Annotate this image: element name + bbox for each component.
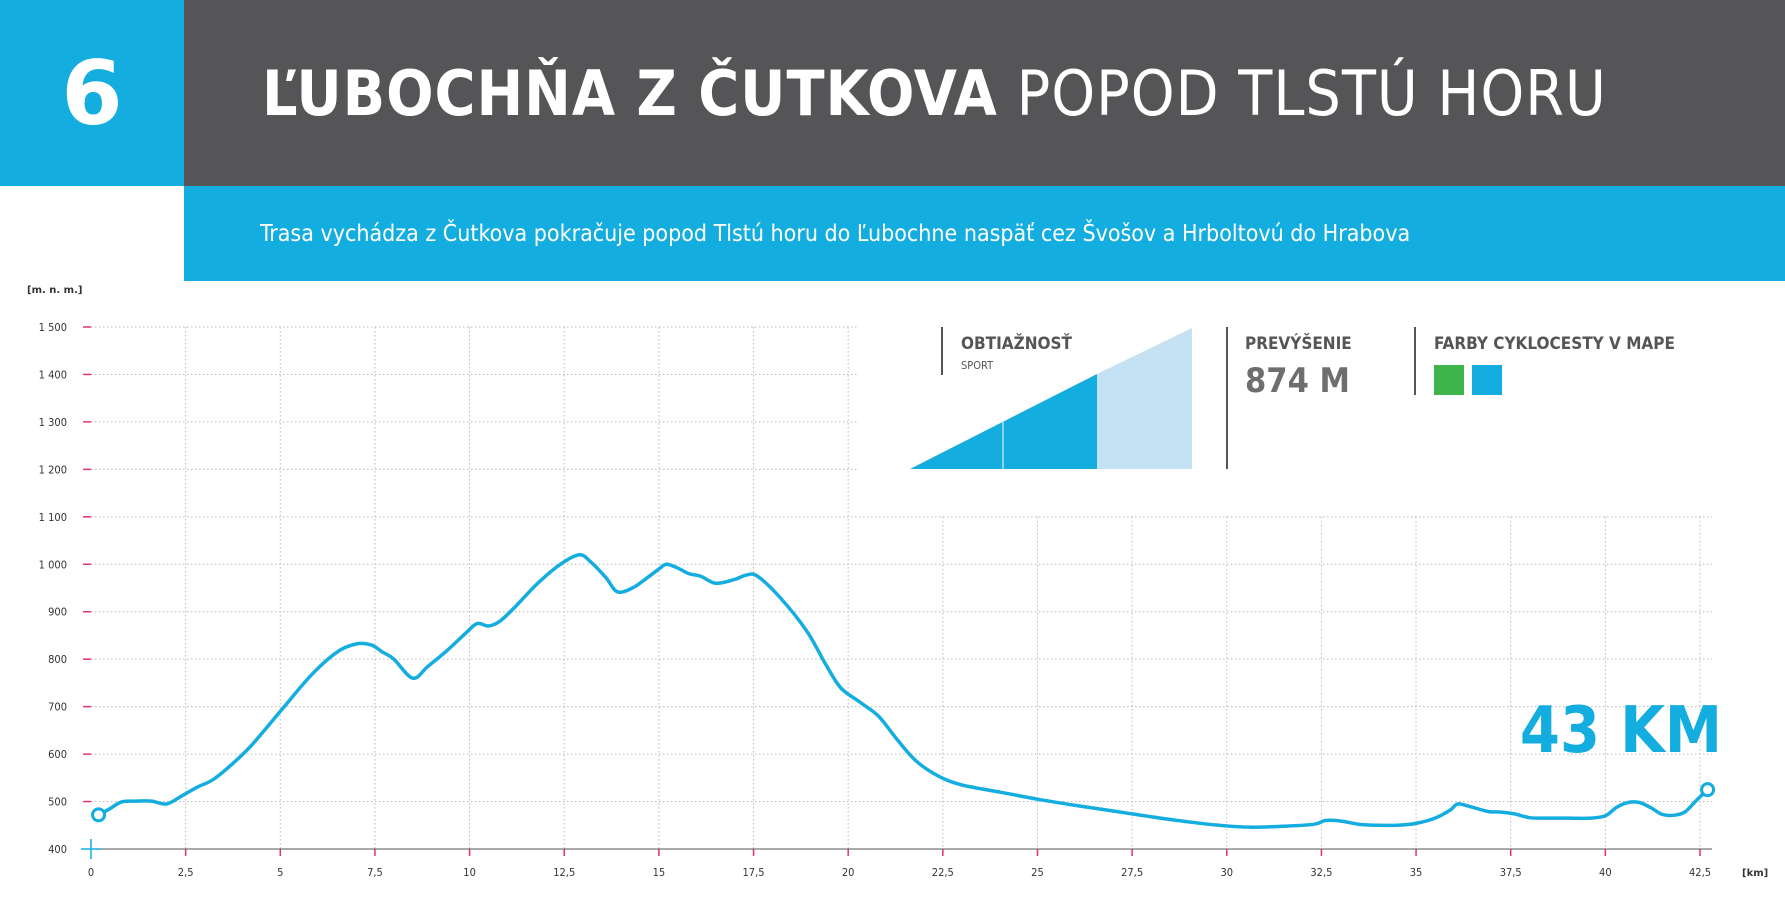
x-tick-label: 5	[277, 866, 283, 879]
x-tick-label: 17,5	[743, 866, 765, 879]
y-tick-label: 600	[48, 748, 67, 761]
x-tick-label: 22,5	[932, 866, 954, 879]
title-regular: POPOD TLSTÚ HORU	[1016, 56, 1607, 130]
x-tick-label: 10	[463, 866, 476, 879]
route-end-marker	[1700, 782, 1716, 798]
x-tick-label: 20	[842, 866, 855, 879]
y-tick-label: 1 100	[39, 511, 67, 524]
subtitle-bar: Trasa vychádza z Čutkova pokračuje popod…	[184, 186, 1785, 281]
x-axis-unit: [km]	[1742, 868, 1768, 879]
colors-label: FARBY CYKLOCESTY V MAPE	[1434, 334, 1675, 354]
x-tick-label: 32,5	[1310, 866, 1332, 879]
x-tick-label: 40	[1599, 866, 1612, 879]
x-tick-label: 7,5	[367, 866, 383, 879]
difficulty-value: SPORT	[961, 359, 994, 372]
difficulty-label: OBTIAŽNOSŤ	[961, 332, 1073, 354]
x-tick-label: 30	[1220, 866, 1233, 879]
elevation-profile-line	[96, 553, 1710, 829]
y-tick-label: 1 300	[39, 416, 67, 429]
x-tick-label: 27,5	[1121, 866, 1143, 879]
page-title: ĽUBOCHŇA Z ČUTKOVA POPOD TLSTÚ HORU	[262, 57, 1607, 130]
x-tick-label: 15	[653, 866, 666, 879]
route-start-marker	[91, 807, 107, 823]
x-tick-label: 42,5	[1689, 866, 1711, 879]
y-tick-label: 1 000	[39, 558, 67, 571]
x-tick-label: 35	[1410, 866, 1423, 879]
chart-grid	[91, 326, 1712, 849]
elevation-gain-label: PREVÝŠENIE	[1245, 332, 1352, 354]
x-tick-label: 25	[1031, 866, 1044, 879]
title-bold: ĽUBOCHŇA Z ČUTKOVA	[262, 56, 998, 130]
x-tick-label: 37,5	[1500, 866, 1522, 879]
route-colors-block: FARBY CYKLOCESTY V MAPE	[1414, 327, 1675, 395]
difficulty-wedge-filled	[910, 374, 1097, 469]
route-color-swatch-blue	[1472, 365, 1502, 395]
elevation-divider	[1226, 327, 1228, 469]
elevation-gain-block: PREVÝŠENIE 874 M	[1226, 327, 1352, 469]
y-tick-label: 500	[48, 796, 67, 809]
y-tick-label: 1 500	[39, 321, 67, 334]
y-axis-unit: [m. n. m.]	[27, 285, 82, 296]
colors-divider	[1414, 327, 1416, 395]
difficulty-block: OBTIAŽNOSŤ SPORT	[910, 327, 1192, 469]
y-tick-label: 1 400	[39, 368, 67, 381]
y-tick-label: 400	[48, 843, 67, 856]
route-number-box: 6	[0, 0, 184, 186]
x-tick-label: 2,5	[178, 866, 194, 879]
x-tick-label: 12,5	[553, 866, 575, 879]
x-tick-label: 0	[88, 866, 94, 879]
y-tick-label: 1 200	[39, 463, 67, 476]
y-tick-label: 700	[48, 701, 67, 714]
difficulty-divider	[941, 327, 943, 375]
difficulty-wedge-empty	[1097, 328, 1192, 469]
y-tick-label: 800	[48, 653, 67, 666]
elevation-gain-value: 874 M	[1245, 361, 1350, 401]
route-color-swatch-green	[1434, 365, 1464, 395]
route-description: Trasa vychádza z Čutkova pokračuje popod…	[260, 220, 1411, 247]
total-distance: 43 KM	[1520, 694, 1722, 768]
title-bar: ĽUBOCHŇA Z ČUTKOVA POPOD TLSTÚ HORU	[184, 0, 1785, 186]
y-tick-label: 900	[48, 606, 67, 619]
route-number: 6	[61, 41, 123, 145]
chart-series	[91, 553, 1716, 829]
